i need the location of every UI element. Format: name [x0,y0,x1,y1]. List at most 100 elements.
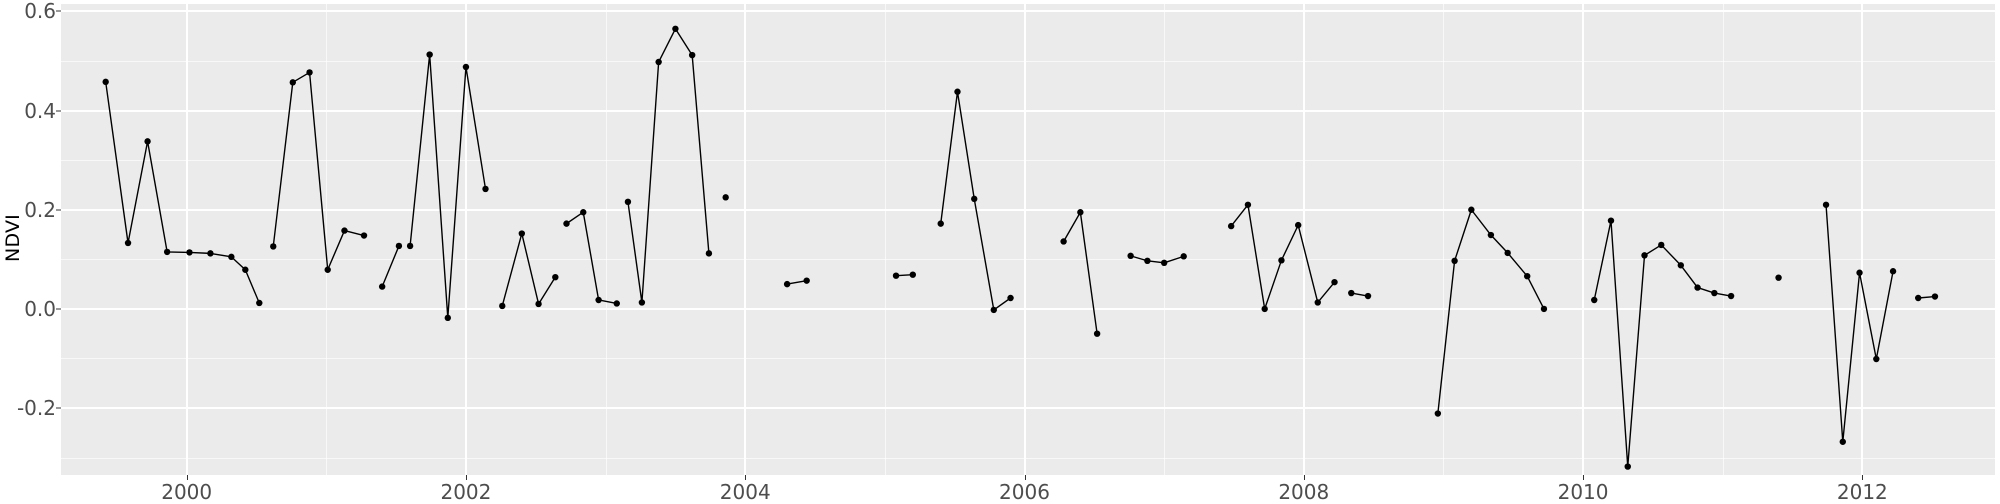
data-point [563,220,570,227]
series-line-segment [1230,204,1336,310]
data-point [655,58,662,66]
series-line-segment [272,71,365,271]
data-point [954,88,961,95]
series-ndvi [102,25,1939,470]
y-tick-mark [56,209,61,211]
data-point [624,198,632,206]
y-axis-tick-labels: -0.2 0.0 0.2 0.4 0.6 [17,0,56,475]
x-tick-label: 2000 [161,480,213,504]
data-point [1331,278,1338,286]
data-point [1889,268,1897,275]
data-point [1468,206,1475,213]
gridline-vertical-major [1302,4,1305,475]
x-tick-label: 2002 [440,480,492,504]
gridline-vertical-major [185,4,188,475]
gridline-vertical-minor [1722,4,1724,475]
data-point [803,277,810,284]
data-point [482,185,489,193]
data-point [1295,221,1302,229]
data-point [324,266,331,273]
series-line-segment [1129,255,1185,264]
data-point [426,51,433,58]
gridline-horizontal-major [61,307,1995,310]
gridline-vertical-minor [326,4,328,475]
x-tick-mark [1862,475,1864,480]
data-point [378,283,386,290]
gridline-vertical-minor [884,4,886,475]
data-point [518,230,526,237]
data-point [688,51,696,59]
x-tick-label: 2004 [719,480,771,504]
data-point [207,250,214,257]
data-point [1915,294,1922,302]
data-point [1931,293,1939,300]
data-point [1077,209,1084,216]
y-tick-label: 0.0 [24,296,56,321]
gridline-horizontal-major [61,10,1995,13]
data-point [1487,231,1495,239]
gridline-vertical-minor [1164,4,1166,475]
series-line-segment [409,53,487,319]
data-point [102,78,109,86]
data-point [1180,253,1187,260]
data-point [1244,201,1252,208]
data-point [406,242,414,250]
data-point [360,232,368,239]
data-point [672,25,679,32]
y-tick-label: -0.2 [16,396,56,421]
data-point [341,227,348,234]
data-point [395,242,403,250]
data-point [1160,259,1168,266]
data-point [613,300,620,307]
data-point [306,69,313,76]
x-tick-label: 2012 [1836,480,1888,504]
gridline-horizontal-minor [61,259,1995,261]
data-point [1007,294,1014,302]
data-point [289,79,296,86]
data-point [1261,305,1268,313]
data-point [256,299,263,307]
x-tick-mark [745,475,747,480]
gridline-vertical-major [1023,4,1026,475]
data-point [124,239,132,247]
data-point [937,220,944,227]
gridline-horizontal-major [61,208,1995,211]
data-point [1540,305,1548,313]
y-tick-label: 0.4 [24,98,56,123]
series-line-segment [1825,204,1894,443]
data-point [909,271,916,278]
data-point [270,243,277,250]
series-line-segment [627,28,710,304]
data-point [1144,257,1151,265]
data-point [1060,238,1067,245]
y-tick-mark [56,308,61,310]
y-tick-mark [56,407,61,409]
data-point [971,195,978,203]
data-point [163,248,171,256]
data-point [499,302,506,310]
data-point [186,249,193,256]
data-point [1504,249,1511,257]
x-tick-label: 2010 [1557,480,1609,504]
x-tick-mark [1024,475,1026,480]
data-point [144,138,151,145]
data-point [1658,241,1665,249]
data-point [462,63,470,71]
gridline-vertical-major [1582,4,1585,475]
gridline-horizontal-minor [61,160,1995,162]
series-line-segment [565,211,618,305]
data-point [1093,330,1101,337]
series-line-segment [501,232,557,307]
series-layer [102,25,1939,470]
series-line-segment [381,245,400,288]
data-point [1839,438,1846,445]
data-point [1227,222,1235,230]
data-point [580,209,587,216]
gridline-horizontal-major [61,407,1995,410]
data-point [1348,289,1355,297]
data-point [892,272,900,279]
series-line-segment [1062,211,1098,335]
data-point [1856,269,1863,276]
y-tick-mark [56,10,61,12]
